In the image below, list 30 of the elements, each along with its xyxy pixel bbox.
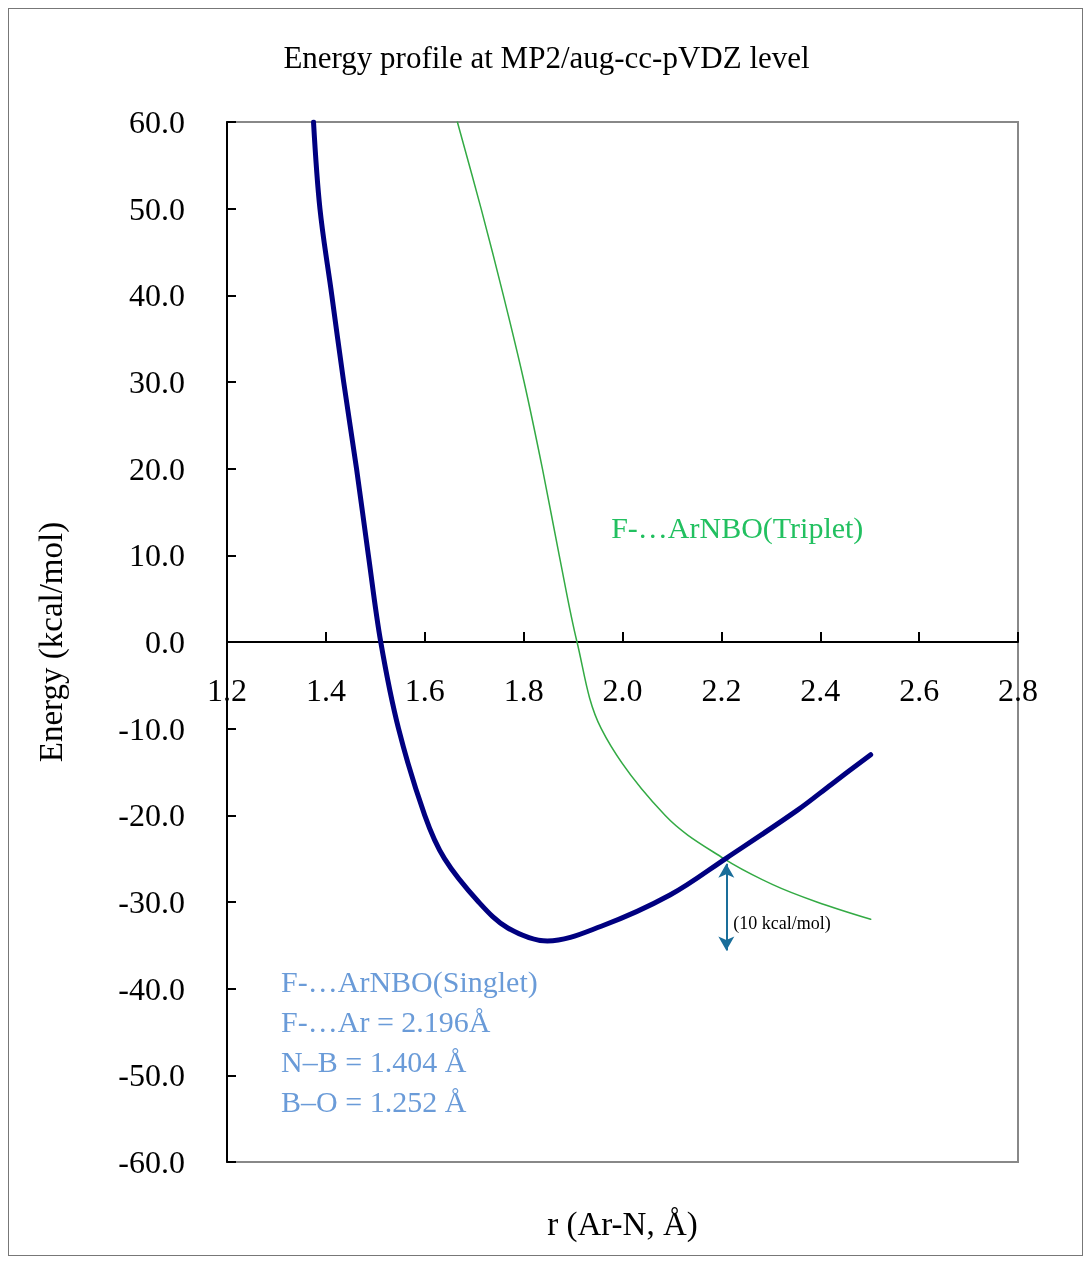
chart-title: Energy profile at MP2/aug-cc-pVDZ level — [283, 40, 810, 75]
y-tick-label: -50.0 — [118, 1057, 185, 1094]
y-tick-label: -20.0 — [118, 797, 185, 834]
y-tick-label: -40.0 — [118, 970, 185, 1007]
series-label: F-…ArNBO(Singlet) — [281, 965, 538, 1000]
annotation: (10 kcal/mol) — [733, 913, 831, 934]
annotation: N–B = 1.404 Å — [281, 1045, 467, 1079]
y-tick-label: 30.0 — [129, 364, 185, 400]
annotation: F-…Ar = 2.196Å — [281, 1005, 491, 1039]
x-tick-label: 2.0 — [602, 672, 643, 708]
y-tick-label: -60.0 — [118, 1144, 185, 1180]
x-tick-label: 2.8 — [998, 672, 1038, 708]
y-tick-label: -10.0 — [118, 710, 185, 747]
x-tick-label: 1.6 — [404, 672, 445, 708]
x-axis-title: r (Ar-N, Å) — [547, 1205, 698, 1243]
y-tick-label: 0.0 — [145, 624, 185, 660]
y-tick-label: 60.0 — [129, 104, 185, 140]
y-tick-label: 40.0 — [129, 277, 185, 314]
annotation: B–O = 1.252 Å — [281, 1085, 467, 1119]
x-tick-label: 2.4 — [800, 672, 841, 708]
x-tick-label: 2.6 — [899, 672, 940, 708]
y-tick-label: 10.0 — [129, 537, 185, 574]
x-tick-label: 2.2 — [701, 672, 742, 708]
y-tick-label: 50.0 — [129, 190, 185, 227]
y-tick-label: -30.0 — [118, 884, 185, 920]
x-tick-label: 1.4 — [305, 672, 346, 708]
series-label: F-…ArNBO(Triplet) — [611, 511, 864, 546]
y-tick-label: 20.0 — [129, 450, 185, 487]
x-tick-label: 1.8 — [503, 672, 544, 708]
y-axis-title: Energy (kcal/mol) — [32, 521, 70, 763]
